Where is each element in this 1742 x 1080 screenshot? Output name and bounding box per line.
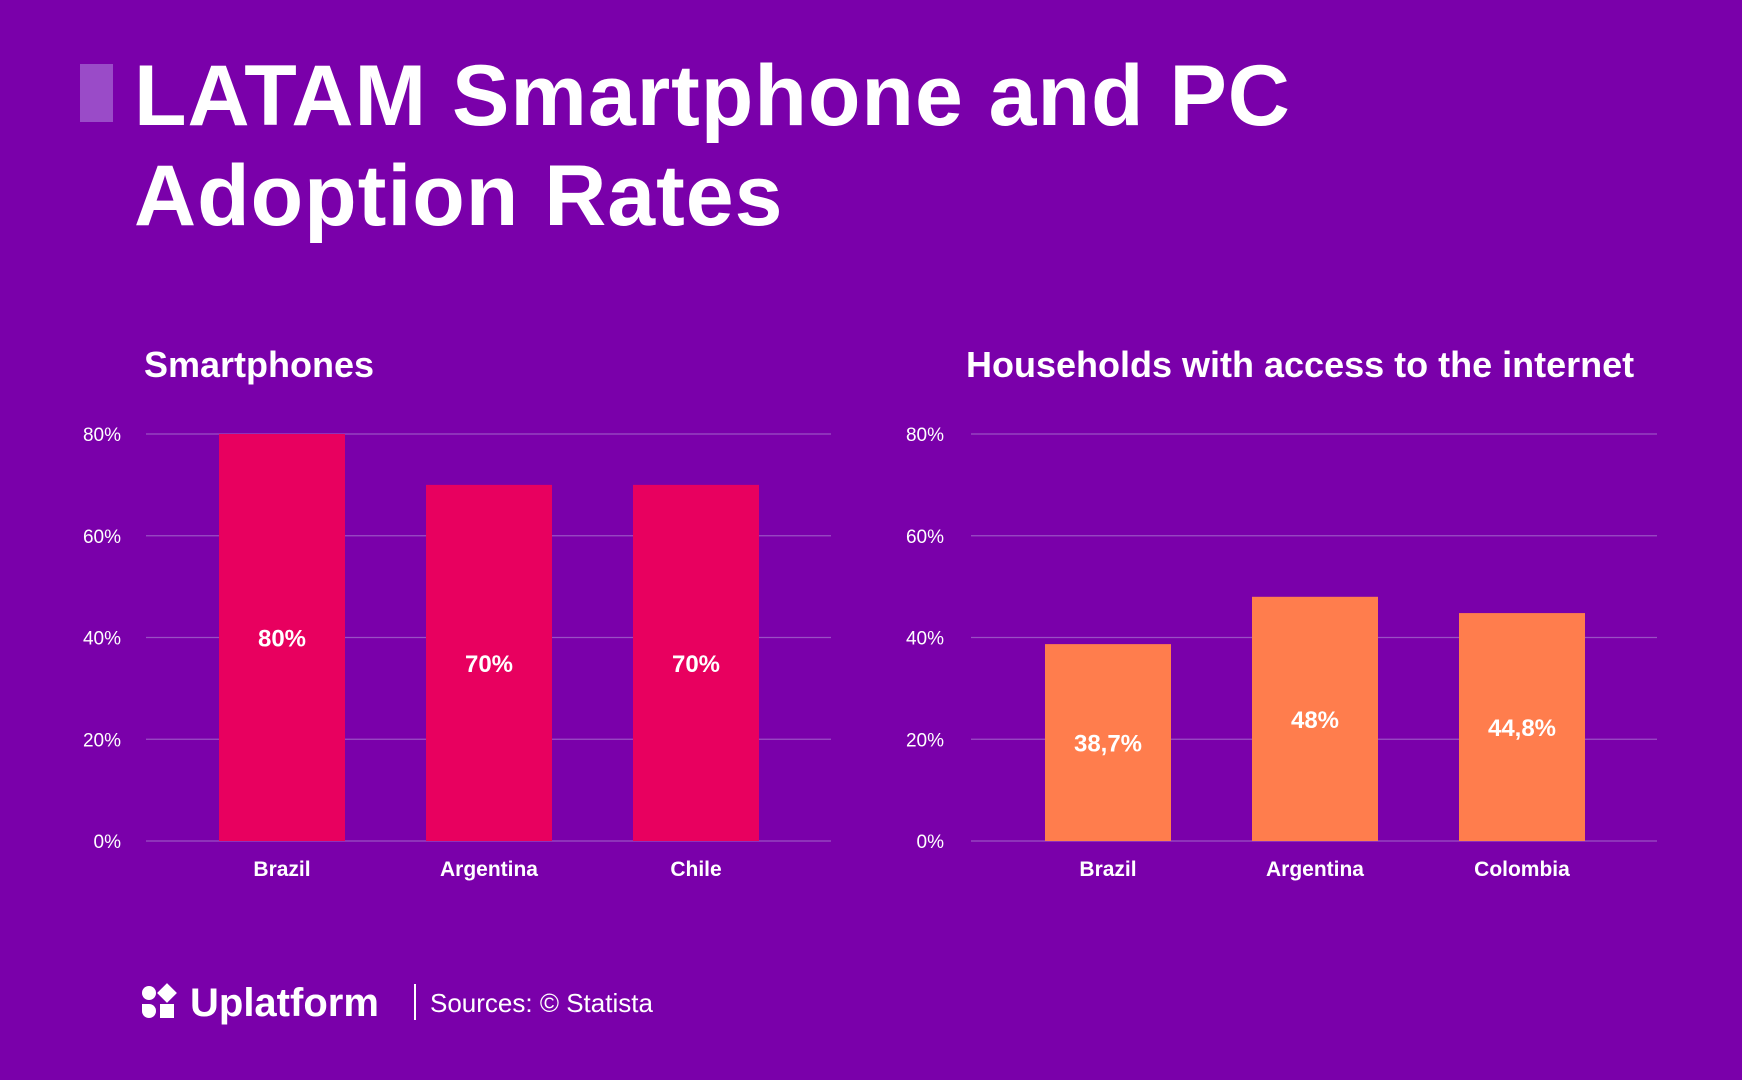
data-label: 48% bbox=[1291, 707, 1339, 734]
title-accent-bar bbox=[80, 64, 113, 122]
bar-colombia bbox=[1459, 613, 1585, 841]
bar-argentina bbox=[426, 484, 552, 841]
y-tick-label: 80% bbox=[906, 425, 944, 446]
y-tick-label: 60% bbox=[906, 527, 944, 548]
y-tick-label: 80% bbox=[83, 425, 121, 446]
x-tick-label: Chile bbox=[670, 858, 721, 881]
bar-argentina bbox=[1252, 596, 1378, 841]
y-tick-label: 20% bbox=[83, 730, 121, 751]
data-label: 70% bbox=[672, 651, 720, 678]
sources-text: Sources: © Statista bbox=[430, 988, 653, 1018]
data-label: 80% bbox=[258, 626, 306, 653]
data-label: 44,8% bbox=[1488, 715, 1556, 742]
y-tick-label: 40% bbox=[906, 629, 944, 650]
x-tick-label: Brazil bbox=[253, 858, 310, 881]
data-label: 38,7% bbox=[1074, 731, 1142, 758]
smartphones-chart-title: Smartphones bbox=[144, 344, 375, 385]
bar-brazil bbox=[1045, 644, 1171, 841]
x-tick-label: Colombia bbox=[1474, 858, 1570, 881]
y-tick-label: 60% bbox=[83, 527, 121, 548]
x-tick-label: Brazil bbox=[1079, 858, 1136, 881]
y-tick-label: 40% bbox=[83, 629, 121, 650]
bar-brazil bbox=[219, 434, 345, 841]
data-label: 70% bbox=[465, 651, 513, 678]
brand-name: Uplatform bbox=[190, 981, 379, 1025]
x-tick-label: Argentina bbox=[1266, 858, 1364, 881]
uplatform-logo-icon bbox=[140, 983, 178, 1022]
internet-chart-title: Households with access to the internet bbox=[966, 344, 1635, 385]
y-tick-label: 0% bbox=[94, 832, 122, 853]
footer-divider bbox=[414, 984, 416, 1020]
x-tick-label: Argentina bbox=[440, 858, 538, 881]
page-title: LATAM Smartphone and PC Adoption Rates bbox=[134, 46, 1534, 246]
y-tick-label: 20% bbox=[906, 730, 944, 751]
page-title-line-2: Adoption Rates bbox=[134, 148, 784, 244]
uplatform-logo: Uplatform bbox=[140, 982, 379, 1024]
page-title-line-1: LATAM Smartphone and PC bbox=[134, 48, 1291, 144]
y-tick-label: 0% bbox=[917, 832, 945, 853]
bar-chile bbox=[633, 484, 759, 841]
